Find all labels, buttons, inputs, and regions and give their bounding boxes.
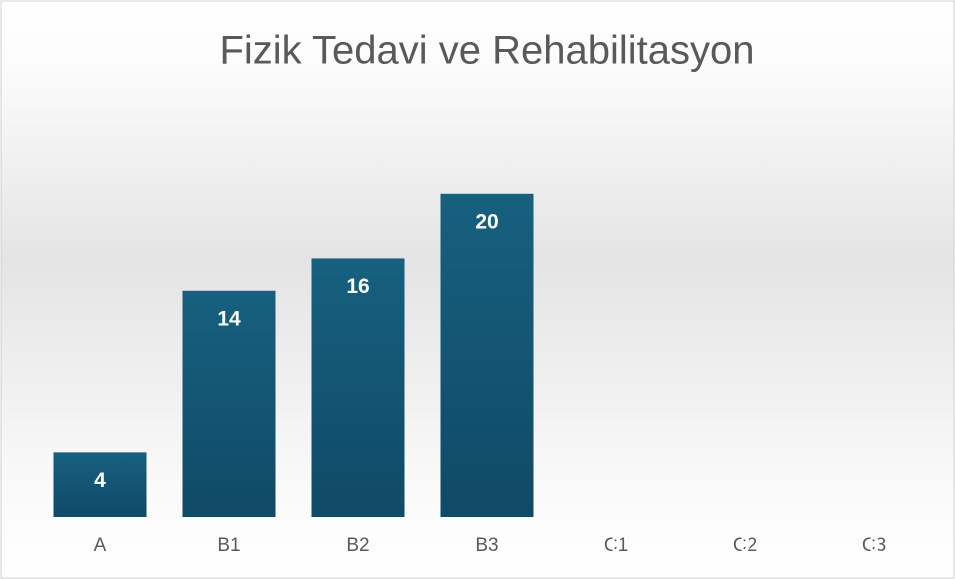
x-tick-label: C3 [862,535,886,556]
x-tick-label: C1 [604,535,628,556]
data-label: 20 [475,210,498,233]
x-tick-label: B3 [475,535,498,556]
bar [440,193,534,518]
data-label: 0 [739,534,751,557]
x-tick-label: A [94,535,107,556]
data-label: 14 [217,307,241,330]
x-tick-label: B1 [217,535,240,556]
data-label: 0 [868,534,880,557]
data-label: 4 [94,469,106,492]
x-tick-label: C2 [733,535,757,556]
bar [182,290,276,517]
data-label: 16 [346,275,369,298]
bar [311,258,405,517]
data-label: 0 [610,534,622,557]
chart-title: Fizik Tedavi ve Rehabilitasyon [219,29,754,73]
x-tick-label: B2 [346,535,369,556]
bar [53,452,147,517]
